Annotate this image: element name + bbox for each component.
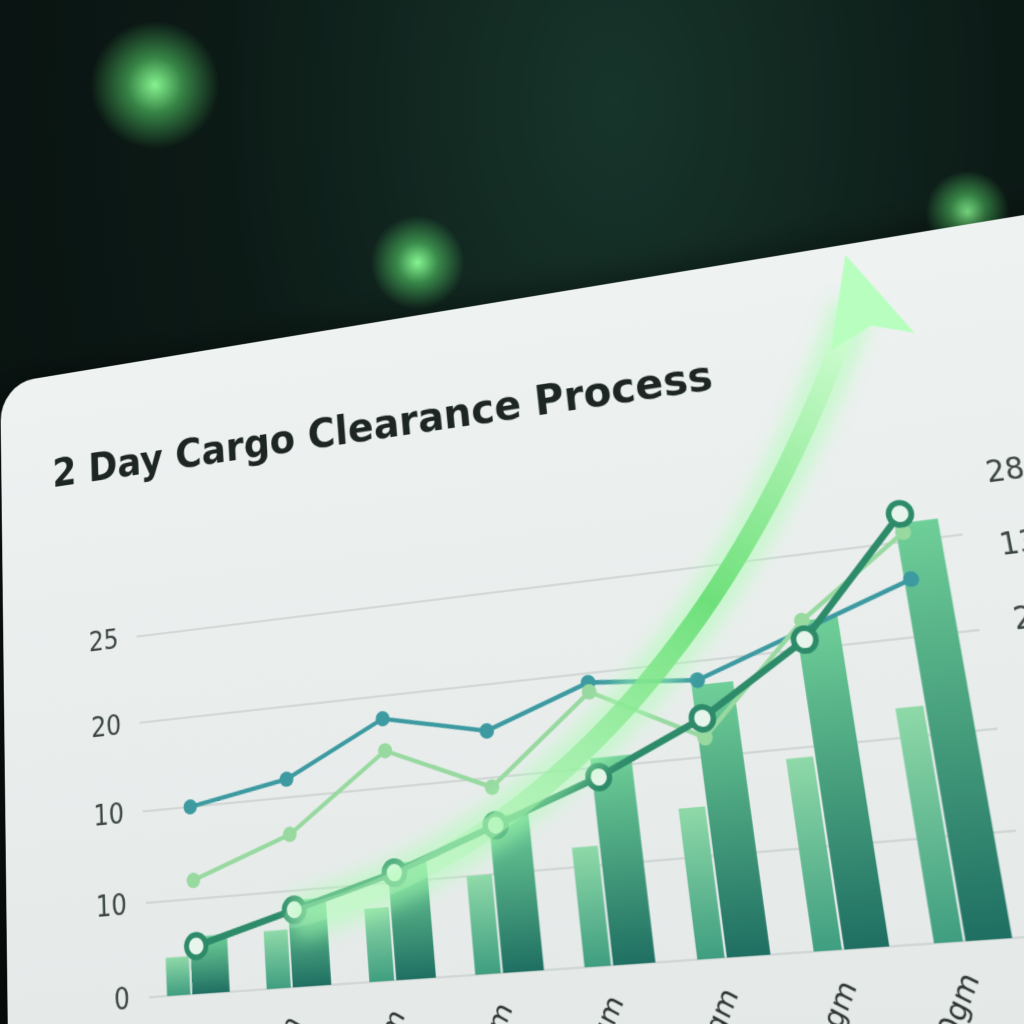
chart-card: 2 Day Cargo Clearance Process 2 Day, Car… bbox=[0, 201, 1024, 1024]
line-point bbox=[183, 798, 198, 816]
line-point bbox=[887, 501, 913, 526]
x-tick-label: 2.50gm bbox=[344, 1004, 412, 1024]
bar bbox=[387, 860, 437, 981]
x-tick-label: 3.30gm bbox=[561, 990, 630, 1024]
line-point bbox=[792, 627, 818, 652]
bar bbox=[287, 897, 332, 988]
plot: 01010202501.50220010002500130028002.01gm… bbox=[88, 447, 1024, 1024]
bar bbox=[165, 956, 191, 997]
x-tick-label: 3.40gm bbox=[793, 975, 864, 1024]
line-point bbox=[186, 934, 206, 958]
line-point bbox=[186, 871, 201, 889]
bar bbox=[364, 907, 395, 983]
x-tick-label: 5.20gm bbox=[240, 1011, 307, 1024]
y-tick-label: 25 bbox=[88, 624, 119, 658]
line-point bbox=[279, 770, 294, 788]
chart: 2 Day Cargo Clearance Process 2 Day, Car… bbox=[52, 201, 1024, 1024]
grid-line bbox=[137, 535, 963, 637]
x-tick-label: 3.40gm bbox=[915, 967, 987, 1024]
grid-line bbox=[140, 630, 980, 723]
glow bbox=[370, 215, 465, 310]
chart-title: 2 Day Cargo Clearance Process bbox=[52, 351, 715, 496]
glow bbox=[90, 20, 220, 150]
x-tick-label: 2.50gm bbox=[675, 982, 745, 1024]
y2-tick-label: 2800 bbox=[983, 447, 1024, 490]
bar bbox=[263, 929, 291, 990]
line-point bbox=[690, 706, 715, 731]
y2-tick-label: 2500 bbox=[1010, 593, 1024, 637]
line-point bbox=[478, 722, 495, 740]
x-tick-label: 2.00gm bbox=[451, 997, 520, 1024]
y-tick-label: 20 bbox=[91, 710, 122, 745]
line-point bbox=[375, 710, 391, 728]
y2-tick-label: 1300 bbox=[997, 519, 1024, 563]
x-tick-label: 2.01gm bbox=[139, 1017, 205, 1024]
y-tick-label: 10 bbox=[93, 798, 125, 833]
y-tick-label: 10 bbox=[95, 888, 127, 924]
y-tick-label: 0 bbox=[114, 982, 131, 1017]
